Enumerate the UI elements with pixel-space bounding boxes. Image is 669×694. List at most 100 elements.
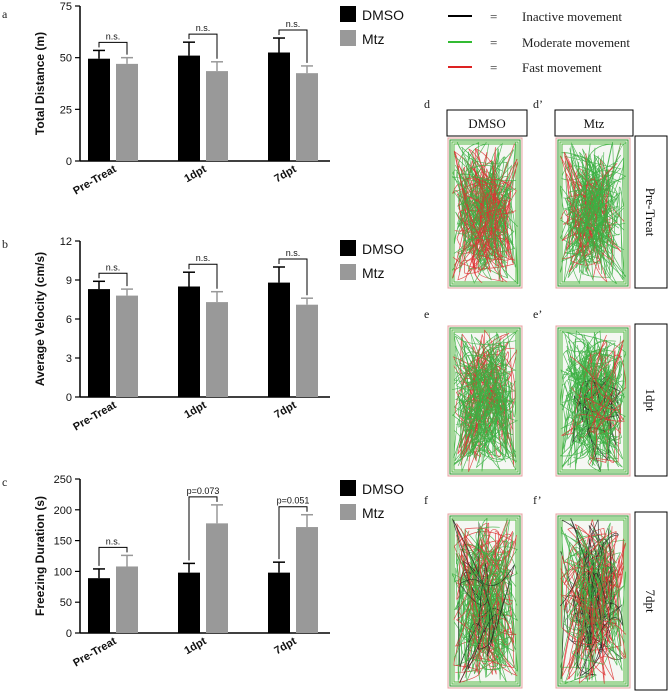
x-tick-label: Pre-Treat: [71, 399, 119, 433]
bar-mtz: [116, 295, 138, 397]
legend-dmso-swatch: [340, 6, 356, 22]
movement-trace: [560, 532, 615, 654]
panel-letter-e-prime: e’: [533, 307, 542, 321]
movement-trace: [453, 148, 512, 273]
bar-dmso: [268, 52, 290, 161]
legend-mtz-swatch: [340, 504, 356, 520]
movement-trace: [563, 529, 613, 657]
movement-key: = Inactive movement = Moderate movement …: [448, 9, 630, 75]
x-tick-label: 7dpt: [272, 163, 298, 185]
y-tick-label: 75: [60, 1, 72, 13]
movement-trace: [560, 155, 625, 280]
x-tick-label: 1dpt: [182, 399, 208, 421]
movement-trace: [457, 179, 514, 281]
bar-mtz: [296, 304, 318, 397]
significance-bracket: [278, 258, 308, 296]
bar-mtz: [206, 523, 228, 633]
significance-bracket: [98, 272, 128, 287]
movement-trace: [561, 152, 618, 223]
significance-label: n.s.: [106, 536, 121, 546]
panel-letter-a: a: [2, 7, 8, 21]
legend-dmso-swatch: [340, 480, 356, 496]
significance-bracket: [188, 263, 218, 289]
wall-trace: [557, 139, 629, 287]
movement-trace: [565, 530, 621, 682]
movement-trace: [473, 540, 513, 652]
movement-trace: [461, 383, 517, 471]
wall-trace: [451, 517, 519, 685]
movement-trace: [562, 371, 626, 440]
significance-label: n.s.: [106, 262, 121, 272]
y-tick-label: 12: [60, 236, 72, 248]
bar-dmso: [178, 572, 200, 633]
y-axis-label: Freezing Duration (s): [33, 496, 47, 616]
y-tick-label: 50: [60, 53, 72, 65]
wall-trace: [559, 517, 627, 685]
track-image-mtz-1dpt: [555, 325, 631, 477]
significance-label: p=0.073: [187, 486, 220, 496]
row-label-7dpt-text: 7dpt: [643, 589, 658, 613]
wall-trace: [451, 141, 519, 285]
bar-dmso: [178, 286, 200, 397]
movement-trace: [559, 159, 625, 251]
chart-total-distance: Total Distance (m) 0 25 50 75 n.s. Pre-Treat n.…: [33, 1, 330, 197]
significance-label: n.s.: [196, 23, 211, 33]
legend-mtz-label: Mtz: [362, 31, 385, 47]
legend-a: DMSO Mtz: [340, 6, 404, 47]
track-image-dmso-pretreat: [447, 137, 523, 289]
track-image-mtz-pretreat: [555, 137, 631, 289]
movement-trace: [559, 330, 625, 464]
key-fast-equals: =: [490, 60, 497, 75]
track-image-mtz-7dpt: [555, 513, 631, 689]
significance-bracket: [278, 29, 308, 63]
y-tick-label: 250: [54, 474, 72, 486]
significance-bracket: [98, 41, 128, 55]
movement-trace: [560, 526, 613, 681]
movement-trace: [453, 337, 509, 466]
panel-letter-d: d: [424, 97, 430, 111]
movement-trace: [567, 142, 618, 284]
panel-letter-f: f: [424, 493, 428, 507]
movement-trace: [454, 335, 517, 458]
chart-freezing-duration: Freezing Duration (s) 0 50 100 150 200 250 n.s.…: [33, 474, 330, 669]
x-tick-label: 1dpt: [182, 163, 208, 185]
column-header-mtz: Mtz: [554, 109, 634, 137]
movement-trace: [560, 527, 618, 602]
y-tick-label: 100: [54, 566, 72, 578]
movement-trace: [453, 333, 512, 464]
movement-trace: [454, 364, 518, 466]
row-label-1dpt: 1dpt: [634, 323, 668, 477]
row-label-1dpt-text: 1dpt: [643, 388, 658, 412]
key-moderate-equals: =: [490, 35, 497, 50]
movement-trace: [566, 162, 608, 283]
bar-mtz: [206, 71, 228, 161]
legend-mtz-label: Mtz: [362, 505, 385, 521]
bar-mtz: [116, 566, 138, 633]
row-label-pretreat: Pre-Treat: [634, 135, 668, 289]
legend-dmso-label: DMSO: [362, 241, 404, 257]
y-tick-label: 0: [66, 156, 72, 168]
significance-bracket: [188, 33, 218, 59]
movement-trace: [458, 142, 505, 234]
movement-trace: [470, 540, 517, 676]
x-tick-label: Pre-Treat: [71, 635, 119, 669]
movement-trace: [452, 519, 515, 683]
bar-dmso: [88, 289, 110, 397]
movement-trace: [567, 143, 619, 278]
movement-trace: [563, 145, 616, 276]
column-header-dmso-label: DMSO: [468, 116, 506, 131]
key-moderate-label: Moderate movement: [522, 35, 630, 50]
movement-trace: [564, 161, 625, 254]
panel-letter-f-prime: f’: [533, 493, 542, 507]
y-tick-label: 6: [66, 314, 72, 326]
movement-trace: [454, 354, 517, 462]
movement-trace: [455, 364, 503, 443]
legend-dmso-label: DMSO: [362, 7, 404, 23]
chart-average-velocity: Average Velocity (cm/s) 0 3 6 9 12 n.s. Pre-Tre…: [33, 236, 330, 433]
wall-trace: [449, 327, 521, 475]
y-tick-label: 0: [66, 392, 72, 404]
wall-trace: [561, 143, 625, 283]
y-axis-label: Total Distance (m): [33, 32, 47, 135]
movement-trace: [571, 525, 623, 666]
y-tick-label: 50: [60, 597, 72, 609]
